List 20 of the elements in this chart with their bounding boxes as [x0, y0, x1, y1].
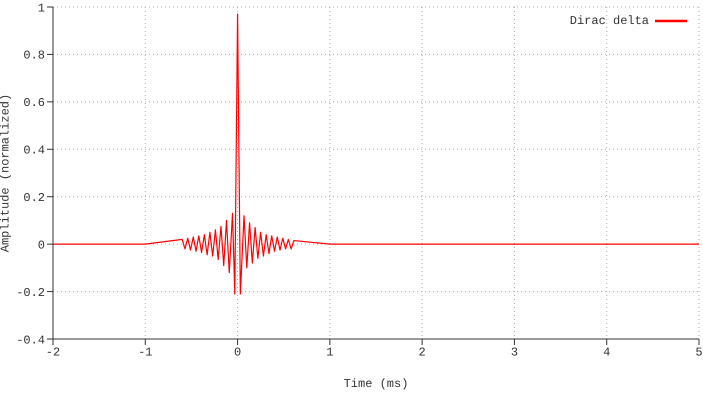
- x-tick-label: 1: [326, 346, 334, 360]
- y-axis-title: Amplitude (normalized): [0, 94, 12, 252]
- y-tick-label: 0.4: [23, 144, 45, 158]
- x-tick-label: 5: [695, 346, 703, 360]
- x-tick-label: 0: [234, 346, 242, 360]
- y-tick-label: -0.4: [16, 333, 45, 348]
- x-tick-label: 3: [510, 346, 518, 360]
- x-tick-label: -1: [138, 346, 152, 360]
- y-tick-label: 1: [38, 1, 45, 16]
- y-tick-label: -0.2: [16, 286, 45, 300]
- x-axis-title: Time (ms): [344, 377, 408, 391]
- x-tick-label: 2: [418, 346, 426, 360]
- y-tick-label: 0: [38, 238, 45, 252]
- legend-label: Dirac delta: [570, 14, 649, 28]
- y-tick-label: 0.2: [23, 190, 45, 205]
- y-tick-label: 0.6: [23, 96, 45, 110]
- x-tick-label: 4: [603, 346, 610, 360]
- line-series: [53, 14, 699, 295]
- x-tick-label: -2: [46, 346, 60, 360]
- y-tick-label: 0.8: [23, 48, 45, 63]
